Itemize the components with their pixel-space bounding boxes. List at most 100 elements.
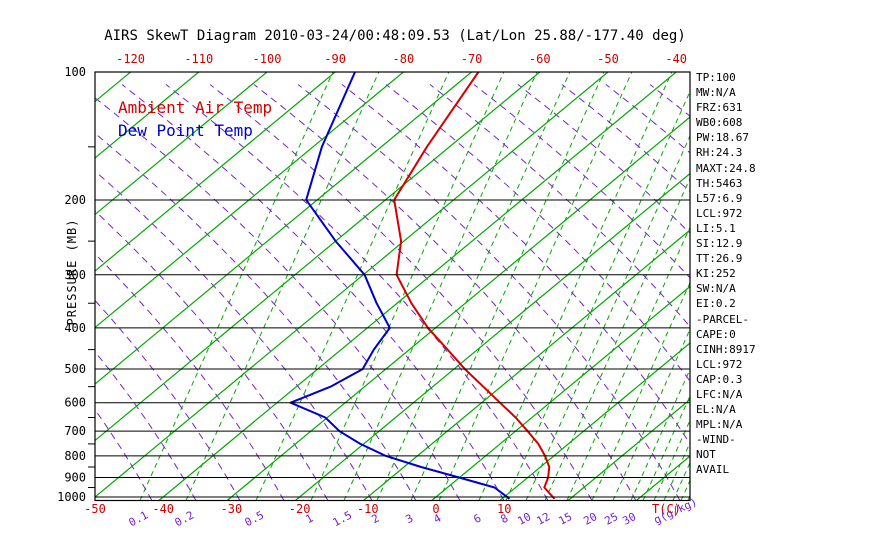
bottom-temp-label: -30 xyxy=(221,502,243,516)
chart-title: AIRS SkewT Diagram 2010-03-24/00:48:09.5… xyxy=(104,28,686,44)
stat-line: TH:5463 xyxy=(696,176,743,190)
dry-adiabat-line xyxy=(95,253,285,501)
pressure-tick-label: 800 xyxy=(64,449,86,463)
isotherm-line xyxy=(0,72,62,501)
isotherm-line xyxy=(95,72,336,272)
isotherm-line xyxy=(567,398,690,501)
stat-line: RH:24.3 xyxy=(696,146,743,160)
dry-adiabat-line xyxy=(429,84,690,328)
stats-panel: TP:100 MW:N/A FRZ:631 WB0:608 PW:18.67 RH:24.… xyxy=(696,70,826,478)
mixing-ratio-line xyxy=(376,72,571,501)
bottom-temp-label: -10 xyxy=(357,502,379,516)
stat-line: PW:18.67 xyxy=(696,131,749,145)
stat-line: MW:N/A xyxy=(696,86,736,100)
isotherm-line xyxy=(95,72,541,442)
stat-line: WB0:608 xyxy=(696,116,743,130)
mixing-ratio-label: 12 xyxy=(534,510,552,528)
isotherm-line xyxy=(499,342,690,501)
plot-border xyxy=(94,71,691,502)
pressure-tick-label: 600 xyxy=(64,396,86,410)
stat-line: SI:12.9 xyxy=(696,237,743,251)
bottom-temp-label: 10 xyxy=(497,502,511,516)
top-temp-label: -50 xyxy=(597,52,619,66)
pressure-tick-label: 700 xyxy=(64,424,86,438)
dry-adiabat-line xyxy=(95,210,329,501)
dry-adiabat-line xyxy=(561,84,690,193)
mixing-ratio-line xyxy=(185,72,380,501)
stat-line: MAXT:24.8 xyxy=(696,161,756,175)
mixing-ratio-line xyxy=(566,225,690,501)
isotherm-line xyxy=(294,172,690,501)
pressure-tick-label: 500 xyxy=(64,362,86,376)
mixing-ratio-line xyxy=(310,72,505,501)
isotherm-line xyxy=(95,72,268,216)
dry-adiabat-line xyxy=(95,132,417,501)
mixing-ratio-line xyxy=(255,72,450,501)
mixing-ratio-label: 30 xyxy=(620,510,638,528)
bottom-temp-label: -20 xyxy=(289,502,311,516)
top-temp-label: -60 xyxy=(529,52,551,66)
stat-line: TT:26.9 xyxy=(696,252,743,266)
mixing-ratio-line xyxy=(478,72,673,501)
stat-line: -WIND- xyxy=(696,433,736,447)
stat-line: LI:5.1 xyxy=(696,221,736,235)
dry-adiabat-line xyxy=(341,84,690,445)
mixing-ratio-label: 8 xyxy=(498,512,510,527)
generated-chart-layer: -120 -110 -100 -90 -80 -70 -60 -50 -40-50 -40 -30-… xyxy=(0,52,691,530)
dry-adiabat-line xyxy=(297,84,681,501)
mixing-ratio-label: 0.1 xyxy=(127,509,151,530)
stat-line: CAP:0.3 xyxy=(696,372,743,386)
stat-line: MPL:N/A xyxy=(696,418,743,432)
dry-adiabat-line xyxy=(517,84,690,234)
isotherm-line xyxy=(95,72,609,498)
mixing-ratio-label: 10 xyxy=(515,510,533,528)
mixing-ratio-label: 1.5 xyxy=(331,509,355,530)
top-temp-label: -40 xyxy=(665,52,687,66)
stat-line: NOT xyxy=(696,448,716,462)
top-temp-label: -110 xyxy=(184,52,213,66)
dry-adiabat-line xyxy=(385,84,690,382)
dry-adiabat-line xyxy=(473,84,690,279)
pressure-tick-label: 1000 xyxy=(57,490,86,504)
mixing-ratio-label: 1 xyxy=(303,512,315,527)
stat-line: AVAIL xyxy=(696,463,730,477)
dry-adiabat-line xyxy=(95,97,461,501)
top-temp-label: -80 xyxy=(393,52,415,66)
bottom-temp-label: -50 xyxy=(84,502,106,516)
mixing-ratio-line xyxy=(544,177,690,501)
bottom-temp-label: 0 xyxy=(432,502,439,516)
mixing-ratio-line xyxy=(438,72,633,501)
bottom-temp-label: -40 xyxy=(152,502,174,516)
plot-lines-layer xyxy=(0,72,690,501)
stat-line: KI:252 xyxy=(696,267,736,281)
stat-line: TP:100 xyxy=(696,71,736,84)
mixing-ratio-label: 0.5 xyxy=(243,509,267,530)
dry-adiabat-line xyxy=(95,170,373,501)
dry-adiabat-line xyxy=(165,84,549,501)
top-temp-label: -120 xyxy=(116,52,145,66)
dry-adiabat-line xyxy=(121,84,505,501)
mixing-ratio-line xyxy=(591,281,690,501)
temp-unit-label: T(C) xyxy=(652,502,681,516)
stat-line: CAPE:0 xyxy=(696,327,736,341)
mixing-ratio-label: 0.2 xyxy=(173,509,197,530)
stat-line: LFC:N/A xyxy=(696,387,743,401)
mixing-ratio-label: 15 xyxy=(556,510,574,528)
pressure-tick-label: 400 xyxy=(64,321,86,335)
mixing-ratio-line xyxy=(410,72,605,501)
dry-adiabat-line xyxy=(95,299,241,501)
top-temp-label: -100 xyxy=(253,52,282,66)
mixing-ratio-label: 4 xyxy=(431,511,443,526)
stat-line: SW:N/A xyxy=(696,282,736,296)
mixing-ratio-line xyxy=(343,72,538,501)
top-temp-label: -70 xyxy=(461,52,483,66)
stat-line: -PARCEL- xyxy=(696,312,749,326)
dry-adiabat-line xyxy=(209,84,593,501)
isotherm-line xyxy=(431,285,690,501)
pressure-tick-label: 900 xyxy=(64,471,86,485)
legend-dew-point-temp: Dew Point Temp xyxy=(118,121,253,140)
isotherm-line xyxy=(363,229,690,501)
isotherm-line xyxy=(95,72,472,385)
